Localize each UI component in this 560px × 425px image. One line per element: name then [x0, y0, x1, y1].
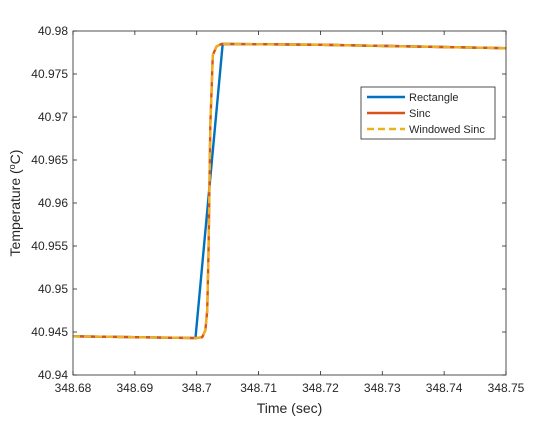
legend-label-rectangle: Rectangle	[409, 92, 459, 104]
y-tick-label: 40.95	[38, 282, 68, 296]
x-tick-label: 348.71	[240, 381, 277, 395]
legend-label-windowed-sinc: Windowed Sinc	[409, 124, 485, 136]
x-tick-label: 348.73	[364, 381, 401, 395]
y-axis-label: Temperature (oC)	[7, 150, 23, 257]
y-axis: 40.94 40.945 40.95 40.955 40.96 40.965 40.97 40…	[31, 24, 506, 382]
legend-label-sinc: Sinc	[409, 108, 431, 120]
x-tick-label: 348.68	[55, 381, 92, 395]
y-axis-label-post: C)	[7, 150, 23, 165]
x-tick-label: 348.75	[488, 381, 525, 395]
x-axis-label: Time (sec)	[257, 400, 323, 416]
series-line-windowed-sinc	[72, 42, 507, 340]
x-tick-label: 348.72	[302, 381, 339, 395]
y-tick-label: 40.955	[31, 239, 68, 253]
y-tick-label: 40.97	[38, 110, 68, 124]
x-tick-label: 348.7	[182, 381, 212, 395]
y-tick-label: 40.98	[38, 24, 68, 38]
series-layer	[72, 42, 507, 340]
y-tick-label: 40.975	[31, 67, 68, 81]
y-tick-label: 40.96	[38, 196, 68, 210]
y-tick-label: 40.965	[31, 153, 68, 167]
y-tick-label: 40.945	[31, 325, 68, 339]
legend: Rectangle Sinc Windowed Sinc	[360, 86, 496, 140]
x-tick-label: 348.74	[426, 381, 463, 395]
x-axis: 348.68 348.69 348.7 348.71 348.72 348.73 348.7…	[55, 31, 525, 395]
y-axis-label-degree: o	[7, 164, 17, 169]
y-axis-label-pre: Temperature (	[7, 169, 23, 256]
y-tick-label: 40.94	[38, 368, 68, 382]
x-tick-label: 348.69	[117, 381, 154, 395]
plot-area	[73, 31, 506, 375]
